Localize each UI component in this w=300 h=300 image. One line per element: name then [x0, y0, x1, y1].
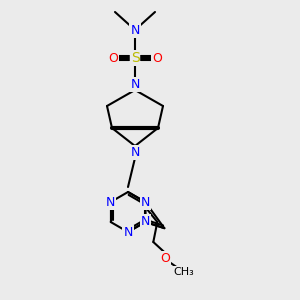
- Text: N: N: [106, 196, 116, 208]
- Text: S: S: [130, 51, 140, 65]
- Text: N: N: [141, 196, 150, 208]
- Text: N: N: [141, 215, 150, 229]
- Text: N: N: [123, 226, 133, 238]
- Text: N: N: [130, 23, 140, 37]
- Text: CH₃: CH₃: [173, 267, 194, 277]
- Text: O: O: [108, 52, 118, 64]
- Text: O: O: [152, 52, 162, 64]
- Text: O: O: [160, 251, 170, 265]
- Text: N: N: [130, 77, 140, 91]
- Text: N: N: [130, 146, 140, 158]
